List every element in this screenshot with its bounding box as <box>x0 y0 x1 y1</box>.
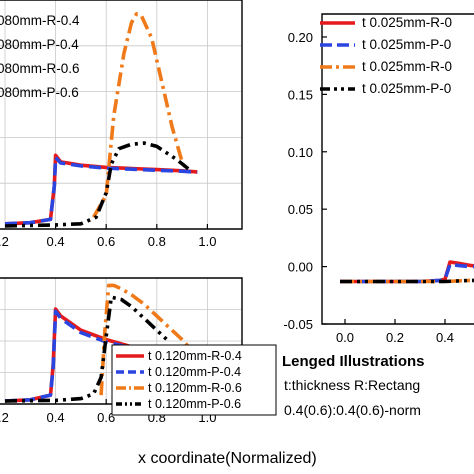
x-ticks-right: 0.0 0.2 0.4 <box>336 319 454 345</box>
legend-label: t 0.120mm-R-0.6 <box>148 381 242 395</box>
legend-label: 080mm-R-0.4 <box>0 13 80 28</box>
panel-top-left: 0.40.60.81.0 .2 080mm-R-0.4080mm-P-0.408… <box>0 0 243 249</box>
legend-top-left: 080mm-R-0.4 080mm-P-0.4 080mm-R-0.6 080mm-P… <box>0 13 80 100</box>
x-tick-label: 1.0 <box>198 234 216 249</box>
x-tick-label: 0.2 <box>386 330 404 345</box>
notes-line-2: 0.4(0.6):0.4(0.6)-norm <box>284 402 421 418</box>
y-tick-label: -0.05 <box>283 317 313 332</box>
legend-illustrations: Lenged Illustrations t:thickness R:Recta… <box>282 353 425 418</box>
legend-label: t 0.025mm-P-0 <box>362 37 451 52</box>
legend-label: t 0.120mm-R-0.4 <box>148 349 242 363</box>
y-tick-label: 0.10 <box>288 145 313 160</box>
legend-bottom-left: t 0.120mm-R-0.4 t 0.120mm-P-0.4 t 0.120mm-… <box>111 344 277 416</box>
legend-label: 080mm-R-0.6 <box>0 61 80 76</box>
x-tick-label: 0.6 <box>97 234 115 249</box>
legend-label: 080mm-P-0.4 <box>0 37 79 52</box>
series-line-r-0.6 <box>99 283 197 396</box>
x-tick-label: 0.6 <box>97 410 115 425</box>
panel-bottom-left: 0.40.60.81.0 .2 t 0.120mm-R-0.4t 0.120mm… <box>0 277 317 467</box>
legend-label: t 0.025mm-R-0 <box>362 59 452 74</box>
series-line-r-0.6 <box>92 12 189 219</box>
notes-title: Lenged Illustrations <box>282 353 425 370</box>
y-ticks-right: -0.05 0.00 0.05 0.10 0.15 0.20 <box>283 30 327 332</box>
x-tick-label-partial: .2 <box>0 234 9 249</box>
series-line-p-0.6 <box>4 141 194 228</box>
notes-line-1: t:thickness R:Rectang <box>284 377 420 393</box>
plot-top-left <box>4 12 198 228</box>
x-axis-label: x coordinate(Normalized) <box>138 450 317 467</box>
legend-right: t 0.025mm-R-0 t 0.025mm-P-0 t 0.025mm-R-0 t… <box>320 15 452 96</box>
series-line-p-0.6 <box>4 295 171 403</box>
legend-label: t 0.025mm-P-0 <box>362 81 451 96</box>
x-tick-label: 0.4 <box>47 410 65 425</box>
x-tick-label-partial: .2 <box>0 410 9 425</box>
y-tick-label: 0.00 <box>288 260 313 275</box>
y-tick-label: 0.20 <box>288 30 313 45</box>
axes-frame-top-left <box>0 0 243 230</box>
x-ticks-top-left: 0.4 0.6 0.8 1.0 <box>47 224 216 249</box>
grid-top-left <box>0 0 242 229</box>
x-tick-label: 0.4 <box>436 330 454 345</box>
legend-label: 080mm-P-0.6 <box>0 85 79 100</box>
plot-right <box>340 260 474 284</box>
axes-frame-right <box>321 13 474 325</box>
x-tick-label: 0.4 <box>47 234 65 249</box>
x-tick-label: 0.8 <box>148 234 166 249</box>
panel-right: -0.05 0.00 0.05 0.10 0.15 0.20 0.0 0.2 0.4 t 0.… <box>283 13 474 345</box>
legend-label: t 0.120mm-P-0.4 <box>148 365 241 379</box>
y-tick-label: 0.05 <box>288 202 313 217</box>
x-tick-label: 0.0 <box>336 330 354 345</box>
legend-label: t 0.025mm-R-0 <box>362 15 452 30</box>
y-tick-label: 0.15 <box>288 87 313 102</box>
legend-label: t 0.120mm-P-0.6 <box>148 397 241 411</box>
series-line-p-0.4 <box>4 309 198 403</box>
series-line-p-0.6 <box>340 278 474 284</box>
series-line-p-0.4 <box>4 155 198 226</box>
